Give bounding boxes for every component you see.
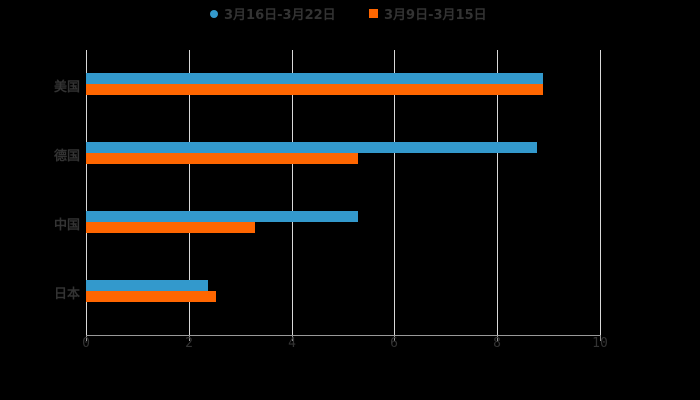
bar-series-2[interactable] (86, 153, 358, 164)
bar-series-1[interactable] (86, 142, 537, 153)
category-label: 美国 (53, 80, 80, 95)
chart-legend: 3月16日-3月22日 3月9日-3月15日 (0, 4, 700, 24)
x-axis (86, 335, 601, 336)
bar-series-1[interactable] (86, 280, 208, 291)
bar-series-2[interactable] (86, 291, 216, 302)
axis-tick (394, 335, 395, 341)
gridline (86, 50, 87, 335)
category-label: 德国 (53, 149, 80, 164)
x-tick-label: 4 (288, 336, 296, 351)
category-label: 日本 (53, 287, 80, 302)
axis-tick (189, 335, 190, 341)
axis-tick (600, 335, 601, 341)
bar-series-1[interactable] (86, 73, 543, 84)
gridline (292, 50, 293, 335)
x-tick-label: 8 (493, 336, 501, 351)
legend-square-icon (369, 9, 378, 18)
legend-label: 3月9日-3月15日 (384, 8, 487, 23)
x-tick-label: 0 (82, 336, 90, 351)
legend-item-series-1[interactable]: 3月16日-3月22日 (210, 4, 336, 23)
x-tick-label: 2 (185, 336, 193, 351)
bar-series-2[interactable] (86, 84, 543, 95)
axis-tick (86, 335, 87, 341)
legend-item-series-2[interactable]: 3月9日-3月15日 (369, 4, 487, 23)
axis-tick (292, 335, 293, 341)
bar-series-2[interactable] (86, 222, 255, 233)
x-tick-label: 6 (390, 336, 398, 351)
gridline (189, 50, 190, 335)
gridline (394, 50, 395, 335)
gridline (497, 50, 498, 335)
category-label: 中国 (53, 218, 80, 233)
legend-label: 3月16日-3月22日 (224, 8, 336, 23)
x-tick-label: 10 (592, 336, 608, 351)
gridline (600, 50, 601, 335)
axis-tick (497, 335, 498, 341)
bar-series-1[interactable] (86, 211, 358, 222)
legend-circle-icon (210, 9, 218, 18)
